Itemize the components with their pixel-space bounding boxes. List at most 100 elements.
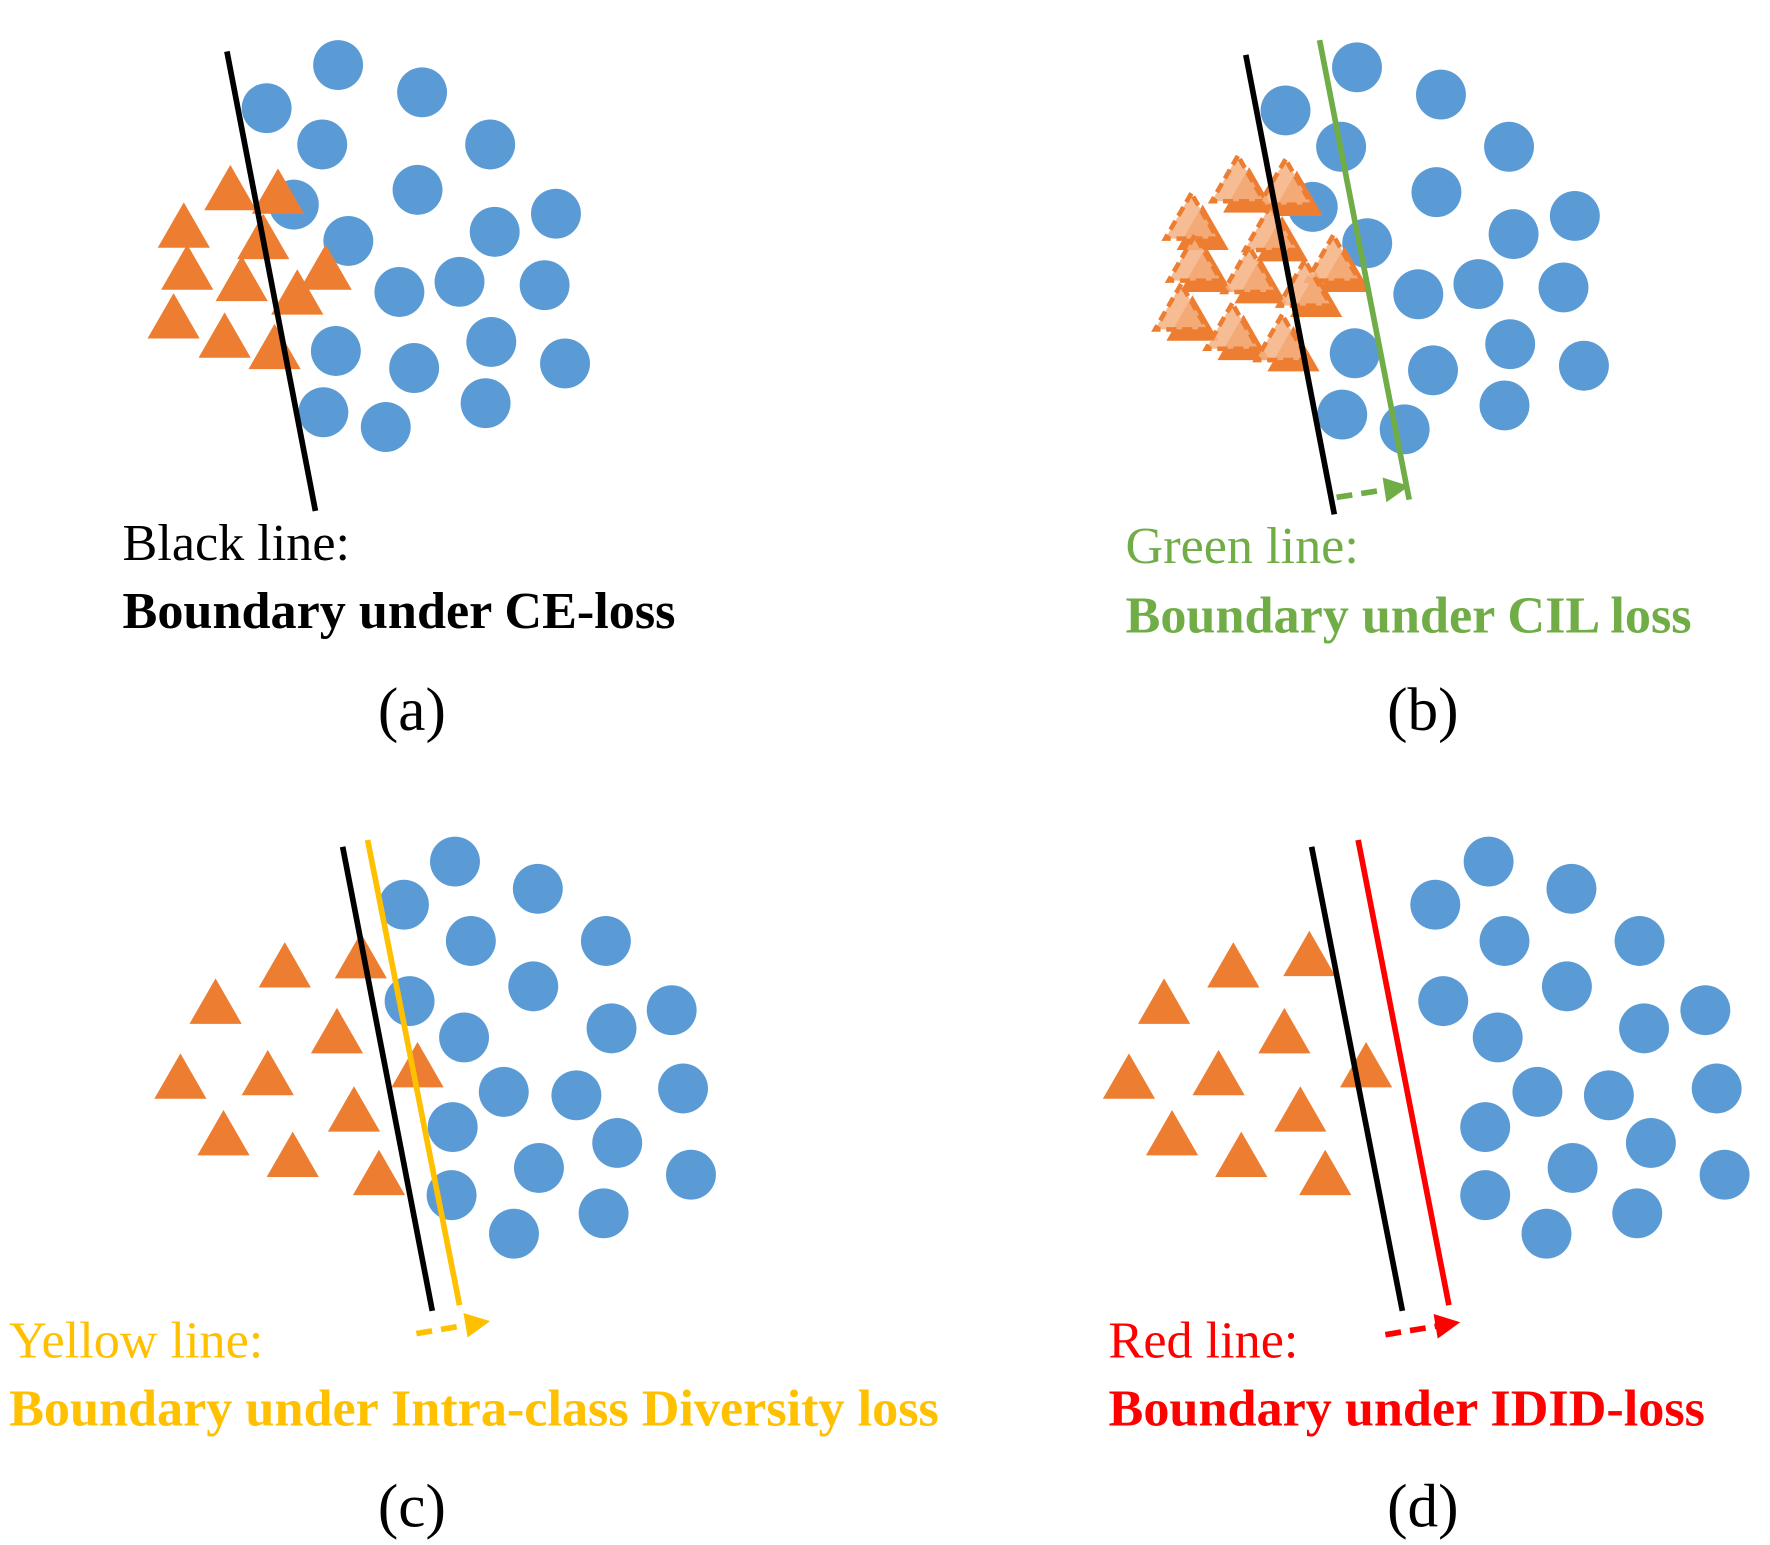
panel-c-circle	[658, 1063, 708, 1114]
panel-c-circle	[439, 1012, 490, 1063]
panel-d-caption-line2: Boundary under IDID-loss	[1109, 1379, 1705, 1437]
panel-b-circle	[1479, 380, 1530, 431]
panel-d-circle	[1614, 916, 1665, 966]
panel-b-circle	[1408, 345, 1458, 396]
panel-b-augmented-triangle	[1161, 188, 1222, 241]
panel-a-label: (a)	[378, 676, 446, 744]
panel-a-circle	[313, 40, 364, 91]
panel-a-circle	[465, 119, 516, 170]
panel-c-circle	[666, 1149, 716, 1200]
panel-c-circle	[592, 1117, 643, 1168]
panel-d-triangle	[1215, 1131, 1268, 1177]
panel-d-circle	[1479, 916, 1530, 966]
panel-b-augmented-triangle	[1303, 230, 1364, 283]
panel-c-triangle	[258, 942, 311, 988]
panel-b-circle	[1485, 319, 1536, 370]
panel-b-circle	[1453, 259, 1504, 310]
panel-b-circle	[1558, 340, 1609, 391]
panel-b-augmented-triangle	[1202, 298, 1263, 351]
panel-a-circle	[460, 378, 511, 429]
panel-d-circle	[1418, 976, 1469, 1027]
panel-c-circle	[513, 1142, 564, 1193]
panel-a-circle	[323, 215, 374, 266]
panel-b-circle	[1411, 167, 1462, 218]
panel-d-triangle	[1138, 978, 1191, 1024]
panel-c-circle	[646, 985, 697, 1036]
panel-d-circle	[1541, 961, 1592, 1012]
panel-a-circle	[469, 206, 520, 257]
panel-b-circle	[1379, 404, 1430, 455]
panel-d-triangle	[1102, 1053, 1156, 1099]
panel-b-caption-line1: Green line:	[1126, 517, 1359, 575]
panel-d-circle	[1612, 1188, 1663, 1239]
panel-d-caption-line1: Red line:	[1109, 1311, 1299, 1369]
panel-c-caption-line2: Boundary under Intra-class Diversity los…	[9, 1379, 939, 1437]
panel-d-black-boundary-line	[1308, 846, 1406, 1312]
panel-d-circle	[1472, 1012, 1523, 1063]
panel-d-shift-arrow-head	[1433, 1314, 1461, 1339]
panel-b-augmented-triangle	[1151, 279, 1212, 332]
panel-b-circle	[1317, 389, 1368, 440]
panel-a-circle	[374, 267, 425, 317]
panel-d-circle	[1680, 985, 1731, 1036]
panel-a-caption-line2: Boundary under CE-loss	[123, 582, 676, 640]
panel-a-circle	[540, 338, 590, 389]
panel-d-triangle	[1145, 1110, 1199, 1156]
panel-a-circle	[397, 67, 448, 118]
panel-c-triangle	[241, 1049, 294, 1096]
panel-d-triangle	[1258, 1007, 1311, 1054]
panel-d-circle	[1521, 1208, 1572, 1259]
panel-a-triangle	[204, 164, 257, 211]
panel-c-caption-line1: Yellow line:	[9, 1311, 263, 1369]
panel-c-circle	[445, 916, 496, 966]
panel-c-circle	[578, 1188, 629, 1239]
panel-b-circle	[1416, 69, 1466, 120]
panel-d-circle	[1691, 1063, 1742, 1114]
panel-a-black-boundary-line	[224, 50, 319, 512]
panel-b-circle	[1393, 269, 1444, 320]
panel-c-triangle	[266, 1131, 319, 1177]
panel-b-circle	[1484, 121, 1534, 172]
panel-a-triangle	[251, 168, 305, 214]
panel-a-caption-line1: Black line:	[123, 514, 351, 572]
panel-b-label: (b)	[1387, 676, 1458, 744]
panel-c-yellow-boundary-line	[364, 839, 463, 1306]
panel-d-circle	[1410, 879, 1461, 930]
panel-d-triangle	[1299, 1149, 1352, 1196]
panel-d-triangle	[1192, 1049, 1245, 1096]
panel-c-circle	[384, 976, 435, 1027]
panel-a-circle	[434, 256, 485, 307]
panel-c-circle	[489, 1208, 539, 1259]
panel-c-circle	[580, 916, 631, 966]
panel-d-label: (d)	[1387, 1472, 1458, 1540]
panel-d-circle	[1619, 1003, 1670, 1054]
panel-d-circle	[1699, 1149, 1750, 1200]
panel-d-circle	[1463, 836, 1514, 887]
panel-d-circle	[1625, 1117, 1676, 1168]
panel-a-circle	[531, 188, 581, 239]
panel-a-triangle	[198, 312, 251, 358]
panel-a-circle	[389, 343, 440, 393]
panel-a-circle	[241, 83, 292, 134]
panel-c-triangle	[310, 1007, 364, 1054]
panel-c-black-boundary-line	[339, 846, 436, 1312]
panel-c-circle	[430, 836, 480, 887]
panel-b-circle	[1329, 328, 1380, 379]
panel-b-circle	[1549, 191, 1600, 241]
panel-a-circle	[519, 260, 570, 311]
panel-c-triangle	[327, 1086, 381, 1132]
panel-d-red-boundary-line	[1355, 839, 1452, 1306]
panel-a-circle	[297, 119, 348, 170]
panel-b-circle	[1538, 262, 1589, 313]
panel-a-triangle	[161, 244, 214, 290]
panel-c-triangle	[154, 1053, 207, 1099]
panel-a-triangle	[215, 255, 268, 302]
panel-b-circle	[1332, 42, 1382, 93]
panel-d-circle	[1546, 863, 1597, 914]
panel-c-triangle	[197, 1110, 250, 1156]
panel-d-circle	[1460, 1170, 1511, 1221]
panel-b-augmented-triangle	[1252, 310, 1313, 363]
panel-a-circle	[298, 387, 349, 438]
panel-b-circle	[1488, 209, 1539, 260]
